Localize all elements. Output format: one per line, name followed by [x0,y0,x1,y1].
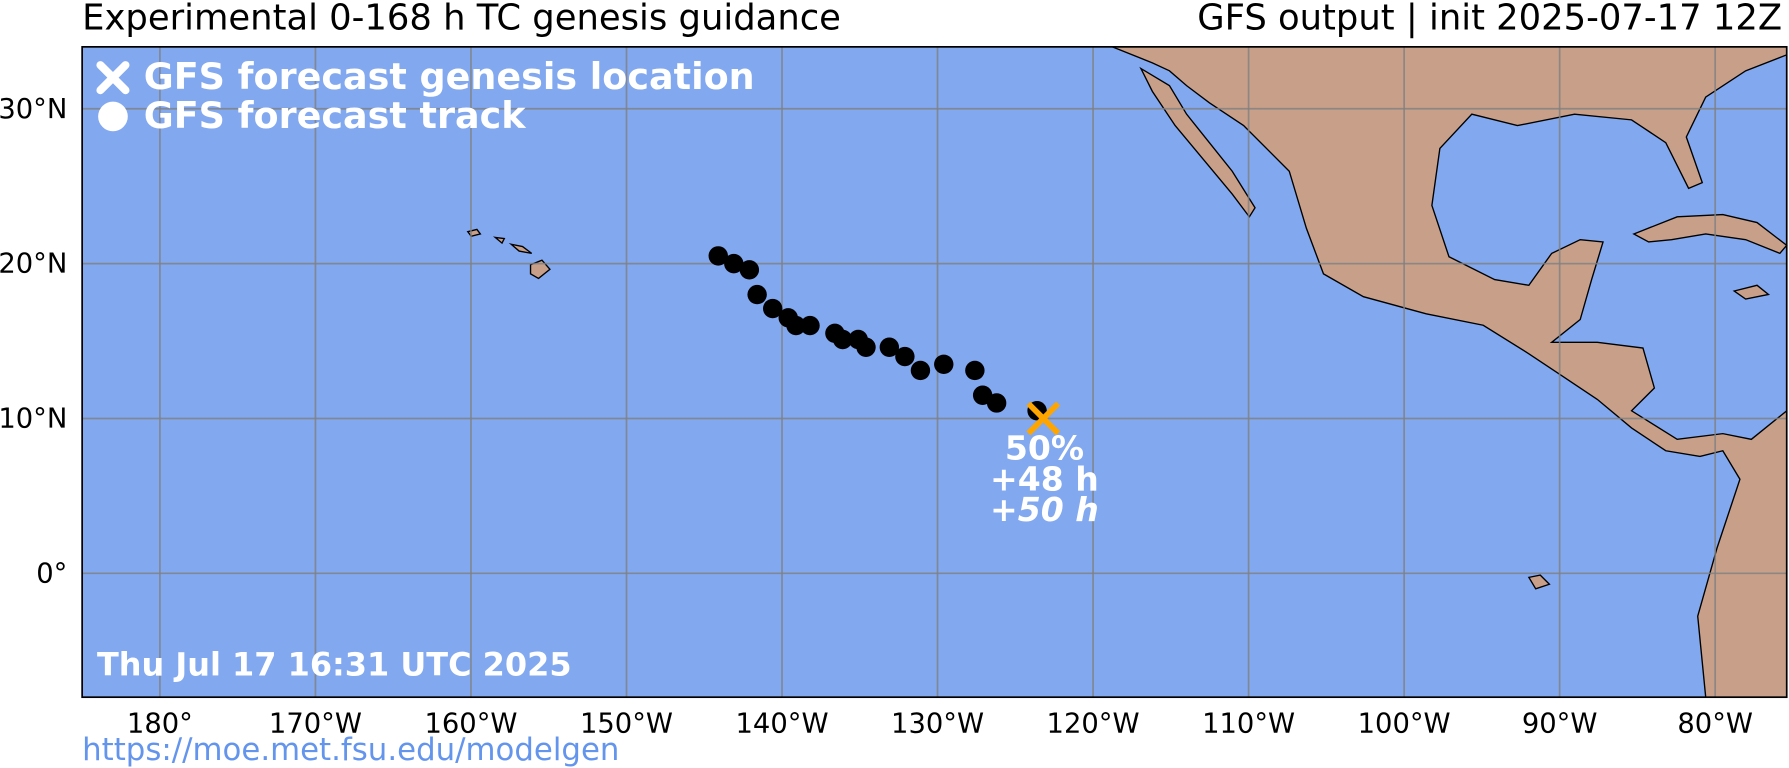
legend-track-marker [98,101,128,132]
map-frame [81,45,1788,699]
x-tick-label: 120°W [1047,709,1140,740]
title: Experimental 0-168 h TC genesis guidance [82,0,841,39]
genesis-annotation: 50% [1005,429,1084,468]
y-tick-label: 20°N [0,249,67,280]
track-point [895,346,915,367]
y-tick-label: 0° [36,558,67,589]
track-point [856,337,876,357]
galapagos [1527,574,1551,590]
plot-area: GFS forecast genesis location GFS foreca… [82,46,1788,698]
timestamp: Thu Jul 17 16:31 UTC 2025 [97,646,572,684]
ocean [82,46,1787,698]
x-tick-label: 100°W [1358,709,1451,740]
y-tick-label: 10°N [0,404,67,435]
x-tick-label: 170°W [269,709,362,740]
x-tick-label: 90°W [1522,709,1598,740]
legend-x-stroke [96,61,130,95]
x-tick-label: 180° [127,709,193,740]
x-tick-label: 140°W [736,709,829,740]
source-url: https://moe.met.fsu.edu/modelgen [82,732,619,768]
subtitle: GFS output | init 2025-07-17 12Z [1197,0,1782,39]
land [466,46,1788,698]
hawaii-maui [508,243,533,255]
x-tick-label: 160°W [424,709,517,740]
north-america [1112,46,1788,698]
genesis-annotation: +48 h [990,459,1099,498]
legend-genesis-marker [96,61,130,95]
track-point [832,329,853,350]
genesis-x-stroke [1026,401,1061,436]
genesis-marker [1026,401,1061,436]
track-point [879,337,900,357]
track-point [739,260,760,280]
x-tick-label: 80°W [1677,709,1753,740]
x-tick-label: 130°W [891,709,984,740]
track-point [986,393,1007,413]
legend-label: GFS forecast track [144,94,526,137]
track-point [800,315,820,336]
track-point [762,298,783,319]
track-point [934,354,954,374]
hawaii [529,259,551,280]
track-point [708,246,728,266]
track-point [910,360,931,381]
grid [82,46,1787,698]
hawaii-oahu [492,236,506,245]
track-point [747,284,767,305]
track-point [965,360,985,381]
genesis-annotation: +50 h [990,490,1099,529]
y-tick-label: 30°N [0,94,67,125]
x-tick-label: 110°W [1202,709,1295,740]
track-point [724,253,744,274]
hispaniola [1732,284,1771,300]
track-point [786,315,806,336]
cuba [1632,213,1788,255]
x-tick-label: 150°W [580,709,673,740]
legend-label: GFS forecast genesis location [144,55,755,98]
